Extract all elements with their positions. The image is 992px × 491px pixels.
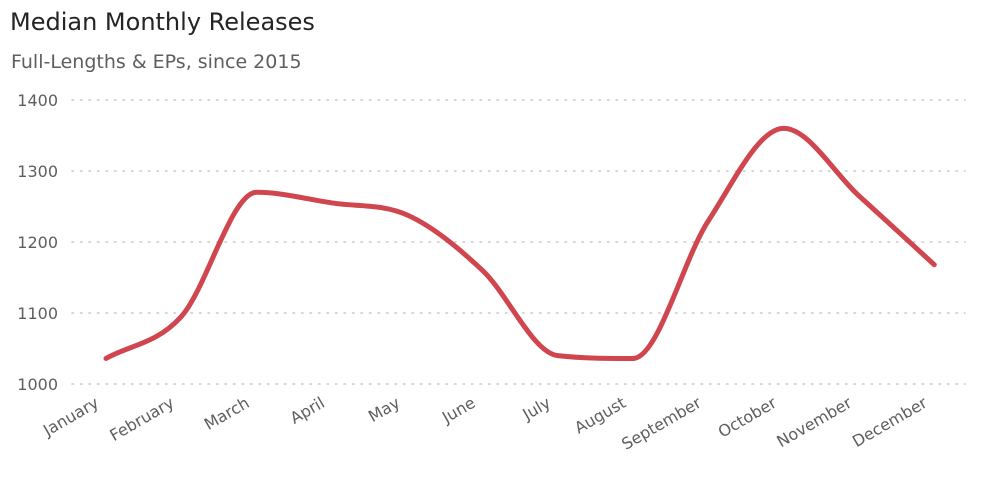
x-tick-label: February bbox=[106, 393, 177, 445]
x-tick-label: January bbox=[39, 393, 102, 440]
x-tick-label: November bbox=[773, 393, 855, 451]
y-axis-ticks: 1000 1100 1200 1300 1400 bbox=[17, 91, 58, 394]
series-line bbox=[103, 125, 937, 361]
x-tick-label: August bbox=[571, 393, 629, 437]
x-tick-label: September bbox=[618, 393, 704, 454]
y-tick-label: 1200 bbox=[17, 233, 58, 252]
x-tick-label: April bbox=[287, 393, 328, 428]
x-tick-label: December bbox=[849, 393, 931, 451]
x-tick-label: July bbox=[519, 393, 554, 424]
x-tick-label: June bbox=[438, 393, 479, 427]
chart-title: Median Monthly Releases bbox=[10, 8, 315, 36]
series-layer bbox=[103, 125, 937, 361]
y-tick-label: 1400 bbox=[17, 91, 58, 110]
x-tick-label: October bbox=[715, 393, 780, 442]
gridlines bbox=[71, 99, 966, 385]
x-axis-ticks: January February March April May June July Augu… bbox=[39, 393, 931, 454]
y-tick-label: 1100 bbox=[17, 304, 58, 323]
y-tick-label: 1000 bbox=[17, 375, 58, 394]
y-tick-label: 1300 bbox=[17, 162, 58, 181]
chart-subtitle: Full-Lengths & EPs, since 2015 bbox=[11, 51, 302, 73]
x-tick-label: May bbox=[365, 393, 403, 426]
x-tick-label: March bbox=[201, 393, 253, 434]
